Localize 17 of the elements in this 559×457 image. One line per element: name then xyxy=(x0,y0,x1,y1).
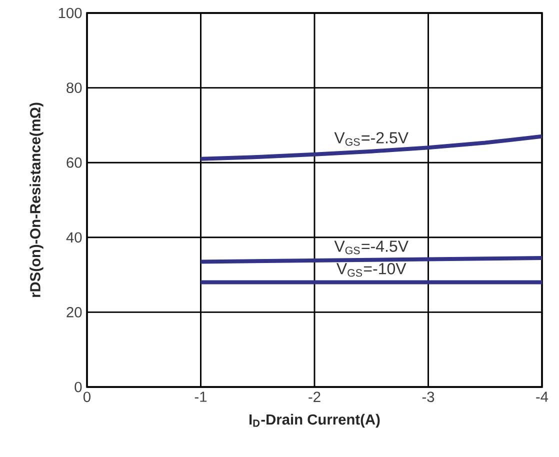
x-tick-label: 0 xyxy=(83,392,90,402)
x-tick-label: -4 xyxy=(536,392,548,402)
series-label: V$_{GS}$=-10V xyxy=(336,263,406,277)
x-axis-title: I$_{D}$-Drain Current(A) xyxy=(250,414,380,428)
series-label: V$_{GS}$=-4.5V xyxy=(334,240,408,254)
y-tick-label: 60 xyxy=(66,157,82,168)
y-axis-title: rDS(on)-On-Resistance(mΩ) xyxy=(30,102,44,297)
series-label: V$_{GS}$=-2.5V xyxy=(334,132,408,146)
y-tick-label: 0 xyxy=(74,382,82,392)
y-tick-label: 100 xyxy=(58,8,82,18)
x-tick-label: -1 xyxy=(194,392,207,402)
y-tick-label: 80 xyxy=(66,82,82,93)
y-tick-label: 20 xyxy=(66,307,82,318)
line-series xyxy=(198,134,542,161)
x-tick-label: -3 xyxy=(422,392,434,402)
x-tick-label: -2 xyxy=(308,392,320,402)
y-tick-label: 40 xyxy=(66,232,82,243)
